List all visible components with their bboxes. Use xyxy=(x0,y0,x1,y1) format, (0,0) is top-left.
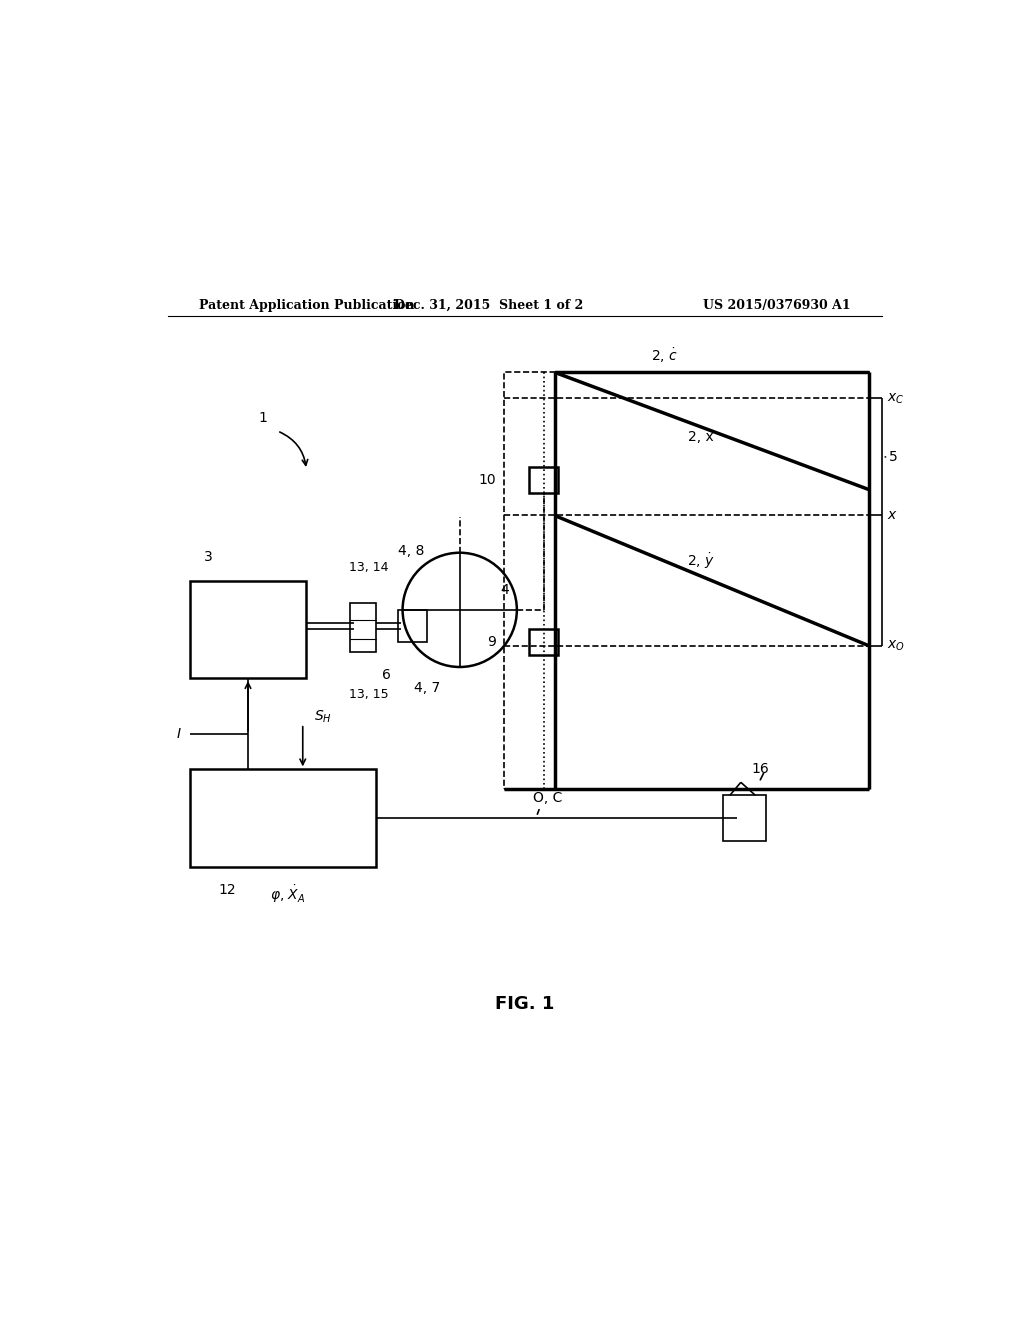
Text: Dec. 31, 2015  Sheet 1 of 2: Dec. 31, 2015 Sheet 1 of 2 xyxy=(394,300,584,312)
Text: 16: 16 xyxy=(752,762,769,776)
Bar xyxy=(723,796,766,841)
Text: 5: 5 xyxy=(889,450,898,463)
Text: $x_C$: $x_C$ xyxy=(887,391,904,405)
Text: $\varphi$, $\dot{X}_A$: $\varphi$, $\dot{X}_A$ xyxy=(270,883,306,906)
Text: $x_O$: $x_O$ xyxy=(887,639,904,653)
Text: Patent Application Publication: Patent Application Publication xyxy=(200,300,415,312)
Text: 4, 8: 4, 8 xyxy=(397,544,424,558)
Text: US 2015/0376930 A1: US 2015/0376930 A1 xyxy=(702,300,850,312)
Text: 3: 3 xyxy=(204,550,213,565)
Text: 6: 6 xyxy=(382,668,391,682)
Bar xyxy=(397,610,427,643)
Text: 4: 4 xyxy=(500,583,509,597)
Text: 2, x: 2, x xyxy=(688,430,714,445)
Text: FIG. 1: FIG. 1 xyxy=(496,995,554,1012)
Text: 10: 10 xyxy=(478,473,497,487)
Bar xyxy=(350,603,376,652)
Text: I: I xyxy=(176,726,180,741)
Text: $x$: $x$ xyxy=(887,508,897,523)
Text: $S_H$: $S_H$ xyxy=(313,709,332,726)
Text: O, C: O, C xyxy=(532,791,562,805)
Text: 13, 14: 13, 14 xyxy=(349,561,388,574)
Text: 1: 1 xyxy=(258,411,267,425)
Text: 12: 12 xyxy=(219,883,237,898)
Text: 4, 7: 4, 7 xyxy=(414,681,440,696)
Bar xyxy=(504,372,868,789)
Text: 13, 15: 13, 15 xyxy=(348,688,388,701)
Bar xyxy=(189,770,376,867)
Text: 9: 9 xyxy=(487,635,497,649)
Text: 2, $\dot{y}$: 2, $\dot{y}$ xyxy=(687,552,715,570)
Bar xyxy=(189,581,306,678)
Bar xyxy=(529,630,558,656)
Bar xyxy=(529,467,558,492)
Text: 2, $\dot{c}$: 2, $\dot{c}$ xyxy=(650,347,678,366)
